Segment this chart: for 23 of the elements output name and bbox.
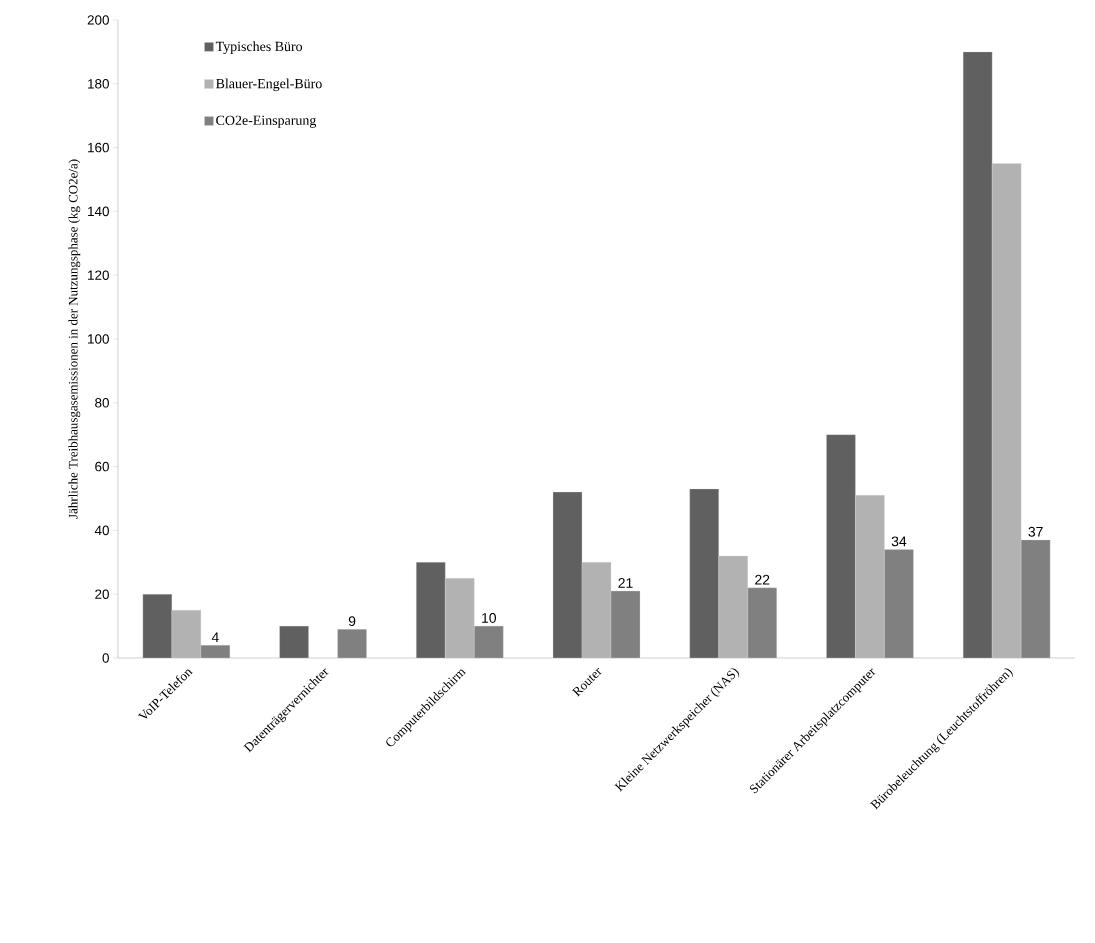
y-tick-label: 160 [88, 142, 109, 153]
y-axis-title: Jährliche Treibhausgasemissionen in der Nutzungsphase (kg CO2e/a) [68, 159, 81, 519]
data-label: 9 [348, 616, 356, 627]
legend-label: CO2e-Einsparung [216, 115, 317, 128]
legend-label: Blauer-Engel-Büro [216, 78, 322, 92]
y-tick-label: 100 [88, 334, 109, 344]
y-tick-label: 80 [95, 398, 109, 408]
data-label: 4 [211, 632, 219, 643]
y-tick-label: 40 [94, 525, 109, 536]
y-tick-label: 200 [87, 15, 109, 25]
data-label: 10 [482, 613, 497, 623]
y-tick-label: 140 [88, 206, 109, 217]
data-label: 37 [1028, 526, 1043, 537]
data-label: 34 [891, 536, 907, 547]
data-label: 22 [755, 574, 770, 585]
y-tick-label: 0 [102, 653, 109, 663]
y-tick-label: 60 [95, 461, 109, 472]
bar [279, 625, 309, 659]
y-tick-label: 20 [95, 589, 109, 599]
data-label: 21 [618, 578, 633, 588]
y-tick-label: 120 [88, 270, 109, 280]
y-tick-label: 180 [88, 79, 109, 89]
legend-label: Typisches Büro [215, 41, 303, 55]
